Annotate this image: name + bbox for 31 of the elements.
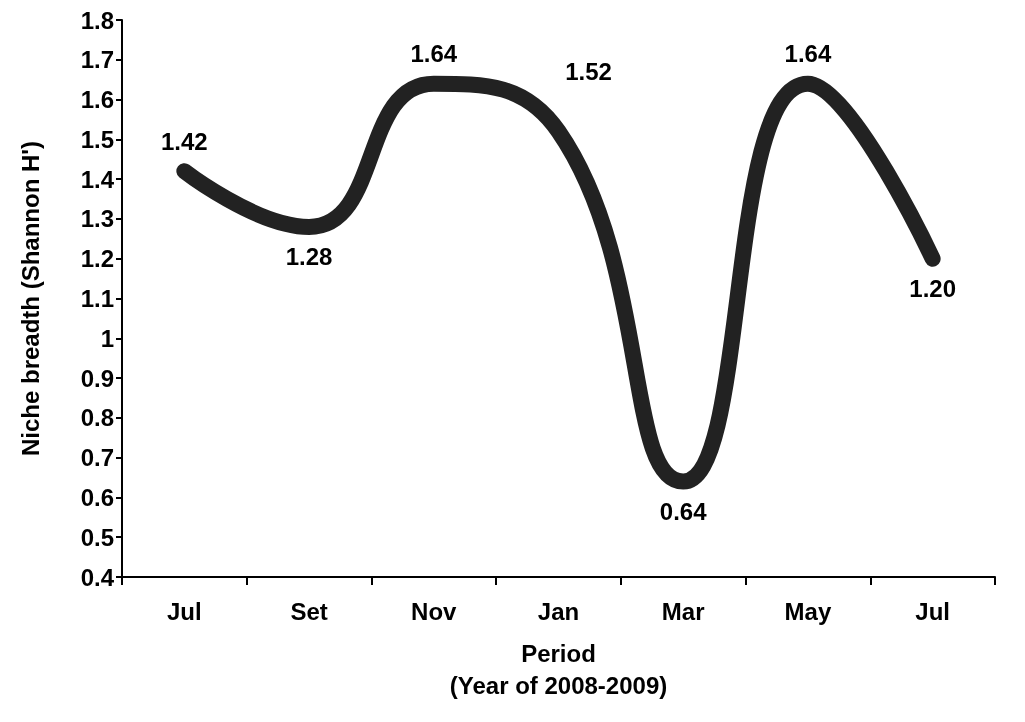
y-axis-title: Niche breadth (Shannon H'): [16, 140, 44, 457]
y-tick-label: 1.3: [80, 205, 114, 233]
y-tick-label: 1: [100, 324, 114, 352]
data-label: 1.20: [909, 275, 956, 303]
x-tick-label: Nov: [411, 597, 458, 625]
y-tick-label: 0.5: [80, 523, 114, 551]
y-tick-label: 1.5: [80, 125, 114, 153]
x-tick-label: Mar: [661, 597, 705, 625]
data-label: 1.64: [410, 40, 458, 68]
x-tick-label: Jul: [167, 597, 202, 625]
x-tick-label: Set: [290, 597, 328, 625]
y-tick-label: 0.7: [80, 444, 114, 472]
y-tick-label: 0.4: [80, 563, 115, 591]
data-label: 1.28: [285, 243, 333, 271]
x-axis-title: Period (Year of 2008-2009): [449, 639, 668, 699]
data-label: 1.64: [784, 40, 832, 68]
y-tick-label: 0.9: [80, 364, 114, 392]
x-tick-label: Jul: [915, 597, 950, 625]
x-tick-label: Jan: [537, 597, 580, 625]
y-tick-label: 0.6: [80, 483, 114, 511]
data-label: 1.52: [565, 57, 612, 85]
y-tick-label: 1.7: [80, 46, 114, 74]
y-tick-label: 1.2: [80, 245, 114, 273]
y-tick-label: 1.1: [80, 285, 114, 312]
y-tick-label: 0.8: [80, 404, 114, 432]
y-tick-label: 1.4: [80, 165, 115, 193]
y-tick-label: 1.6: [80, 86, 114, 114]
x-tick-label: May: [784, 597, 832, 625]
y-tick-label: 1.8: [80, 6, 114, 34]
data-label: 0.64: [659, 498, 708, 526]
data-label: 1.42: [161, 127, 208, 155]
